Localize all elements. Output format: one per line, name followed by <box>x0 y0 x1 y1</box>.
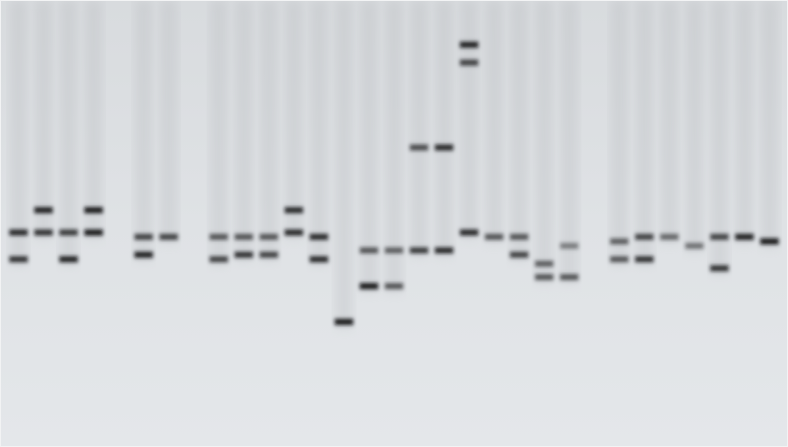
lane-16-band-1 <box>383 245 405 256</box>
lane-26-band-1 <box>633 231 656 242</box>
lane-31-smear <box>760 0 779 248</box>
lane-4-smear <box>84 0 103 239</box>
lane-22-band-1 <box>533 258 555 269</box>
lane-21-smear <box>510 0 528 261</box>
lane-17-band-2 <box>408 245 430 256</box>
lane-19-band-2 <box>458 57 480 68</box>
lane-14-smear <box>335 0 353 328</box>
lane-30-smear <box>735 0 754 243</box>
lane-11-band-1 <box>258 231 280 242</box>
lane-13-band-2 <box>308 254 330 265</box>
lane-23-band-2 <box>558 272 580 283</box>
lane-10-smear <box>235 0 253 261</box>
lane-28-smear <box>685 0 704 252</box>
lane-29-smear <box>710 0 729 275</box>
lane-7-smear <box>159 0 178 243</box>
lane-18-band-1 <box>433 142 455 153</box>
lane-7-band-1 <box>157 231 180 242</box>
lane-22-band-2 <box>533 272 555 283</box>
lane-12-band-1 <box>283 205 305 216</box>
lane-4-band-1 <box>82 205 105 216</box>
lane-25-band-1 <box>608 236 631 247</box>
lane-6-band-1 <box>132 231 155 242</box>
lane-2-smear <box>34 0 53 239</box>
lane-6-band-2 <box>132 249 155 260</box>
lane-12-smear <box>285 0 303 239</box>
lane-16-smear <box>385 0 403 293</box>
lane-26-smear <box>635 0 654 266</box>
lane-1-band-1 <box>7 227 30 238</box>
lane-26-band-2 <box>633 254 656 265</box>
lane-13-band-1 <box>308 231 330 242</box>
lane-9-band-2 <box>208 254 230 265</box>
lane-25-band-2 <box>608 254 631 265</box>
lane-1-smear <box>9 0 28 266</box>
lane-20-band-1 <box>483 231 505 242</box>
lane-6-smear <box>134 0 153 261</box>
lane-3-band-1 <box>57 227 80 238</box>
lane-16-band-2 <box>383 281 405 292</box>
lane-3-band-2 <box>57 254 80 265</box>
lane-23-band-1 <box>558 240 580 251</box>
lane-10-band-1 <box>233 231 255 242</box>
lane-2-band-1 <box>32 205 55 216</box>
lane-15-band-1 <box>358 245 380 256</box>
lane-21-band-2 <box>508 249 530 260</box>
lane-29-band-2 <box>708 263 731 274</box>
lane-29-band-1 <box>708 231 731 242</box>
lane-12-band-2 <box>283 227 305 238</box>
lane-9-band-1 <box>208 231 230 242</box>
lane-28-band-1 <box>683 240 706 251</box>
lane-17-smear <box>410 0 428 257</box>
lane-19-band-1 <box>458 39 480 50</box>
lane-27-band-1 <box>658 231 681 242</box>
lane-11-band-2 <box>258 249 280 260</box>
lane-27-smear <box>660 0 679 243</box>
lane-18-smear <box>435 0 453 257</box>
lane-10-band-2 <box>233 249 255 260</box>
lane-18-band-2 <box>433 245 455 256</box>
lane-4-band-2 <box>82 227 105 238</box>
lane-19-band-3 <box>458 227 480 238</box>
lane-13-smear <box>310 0 328 266</box>
lane-25-smear <box>610 0 629 266</box>
lane-14-band-1 <box>333 316 355 327</box>
lane-9-smear <box>210 0 228 266</box>
lane-17-band-1 <box>408 142 430 153</box>
band-layer <box>7 39 781 327</box>
lane-1-band-2 <box>7 254 30 265</box>
lane-3-smear <box>59 0 78 266</box>
lane-smears <box>9 0 779 328</box>
lane-15-band-2 <box>358 281 380 292</box>
lane-11-smear <box>260 0 278 261</box>
lane-22-smear <box>535 0 553 284</box>
lane-30-band-1 <box>733 231 756 242</box>
lane-31-band-1 <box>758 236 781 247</box>
lane-2-band-2 <box>32 227 55 238</box>
lane-15-smear <box>360 0 378 293</box>
lane-21-band-1 <box>508 231 530 242</box>
lane-20-smear <box>485 0 503 243</box>
lane-23-smear <box>560 0 578 284</box>
lane-19-smear <box>460 0 478 239</box>
